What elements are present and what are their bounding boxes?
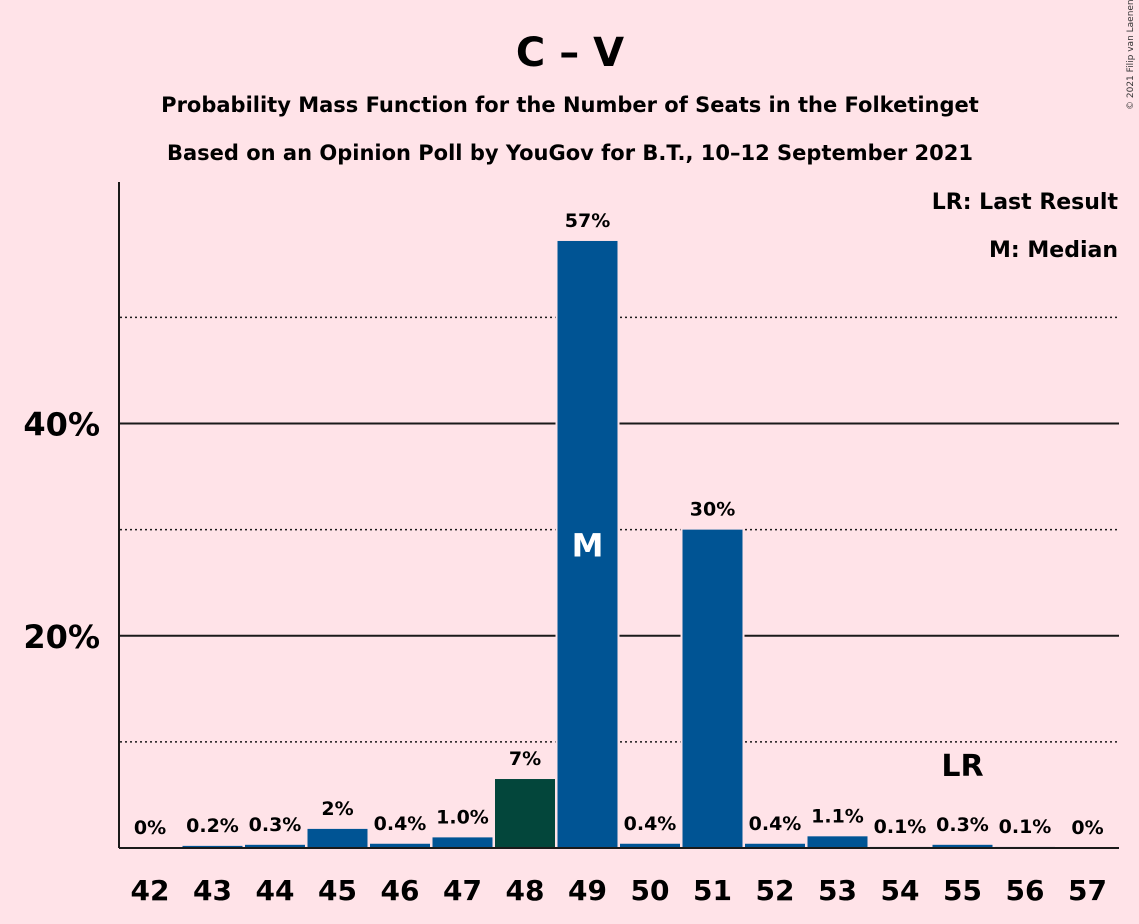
x-tick-42: 42 — [131, 874, 170, 907]
bar-seat-53 — [807, 836, 868, 848]
bar-seat-50 — [620, 843, 680, 848]
x-tick-43: 43 — [193, 874, 232, 907]
x-tick-48: 48 — [506, 874, 545, 907]
bar-gap — [868, 844, 932, 848]
bar-seat-51 — [682, 529, 743, 848]
x-tick-53: 53 — [818, 874, 857, 907]
data-label-47: 1.0% — [436, 806, 489, 828]
data-label-51: 30% — [690, 499, 735, 521]
bar-seat-55 — [932, 844, 993, 848]
data-label-57: 0% — [1071, 817, 1103, 839]
data-label-50: 0.4% — [624, 813, 677, 835]
data-label-42: 0% — [134, 817, 166, 839]
last-result-marker: LR — [941, 749, 983, 784]
bar-seat-47 — [432, 837, 493, 848]
data-label-53: 1.1% — [811, 805, 864, 827]
y-tick-label: 40% — [23, 406, 100, 444]
data-label-46: 0.4% — [374, 813, 427, 835]
data-label-45: 2% — [321, 798, 353, 820]
x-tick-46: 46 — [381, 874, 420, 907]
data-label-43: 0.2% — [186, 815, 239, 837]
x-tick-50: 50 — [631, 874, 670, 907]
x-tick-47: 47 — [443, 874, 482, 907]
x-tick-45: 45 — [318, 874, 357, 907]
legend-last-result: LR: Last Result — [932, 190, 1119, 215]
median-marker: M — [572, 526, 604, 564]
bar-seat-49 — [557, 240, 618, 849]
x-tick-49: 49 — [568, 874, 607, 907]
bar-seat-46 — [370, 843, 430, 848]
x-tick-55: 55 — [943, 874, 982, 907]
data-label-54: 0.1% — [874, 816, 927, 838]
bar-seat-52 — [745, 843, 805, 848]
data-label-44: 0.3% — [249, 814, 302, 836]
copyright-note: © 2021 Filip van Laenen — [1126, 0, 1136, 110]
bar-seat-44 — [245, 844, 305, 848]
chart-subtitle-1: Probability Mass Function for the Number… — [161, 93, 979, 117]
data-label-48: 7% — [509, 748, 541, 770]
chart-subtitle-2: Based on an Opinion Poll by YouGov for B… — [167, 141, 973, 165]
data-labels: 0% 0.2% 0.3% 2% 0.4% 1.0% 7% 57% M 0.4% 30% 0.4% 1.1… — [134, 210, 1104, 839]
chart-title: C – V — [516, 30, 624, 76]
x-tick-52: 52 — [756, 874, 795, 907]
data-label-56: 0.1% — [999, 816, 1052, 838]
bar-gap — [993, 844, 1057, 848]
bar-seat-43 — [182, 845, 243, 848]
x-tick-51: 51 — [693, 874, 732, 907]
bar-seat-45 — [307, 828, 368, 848]
x-tick-56: 56 — [1006, 874, 1045, 907]
bar-seat-48 — [495, 779, 555, 848]
data-label-49: 57% — [565, 210, 610, 232]
x-tick-labels: 42 43 44 45 46 47 48 49 50 51 52 53 54 55 56 57 — [131, 874, 1107, 907]
x-tick-57: 57 — [1068, 874, 1107, 907]
y-tick-label: 20% — [23, 618, 100, 656]
x-tick-44: 44 — [256, 874, 295, 907]
x-tick-54: 54 — [881, 874, 920, 907]
bars — [180, 238, 1057, 849]
data-label-55: 0.3% — [936, 814, 989, 836]
y-tick-labels: 20% 40% — [23, 406, 100, 656]
data-label-52: 0.4% — [749, 813, 802, 835]
legend-median: M: Median — [989, 238, 1118, 263]
